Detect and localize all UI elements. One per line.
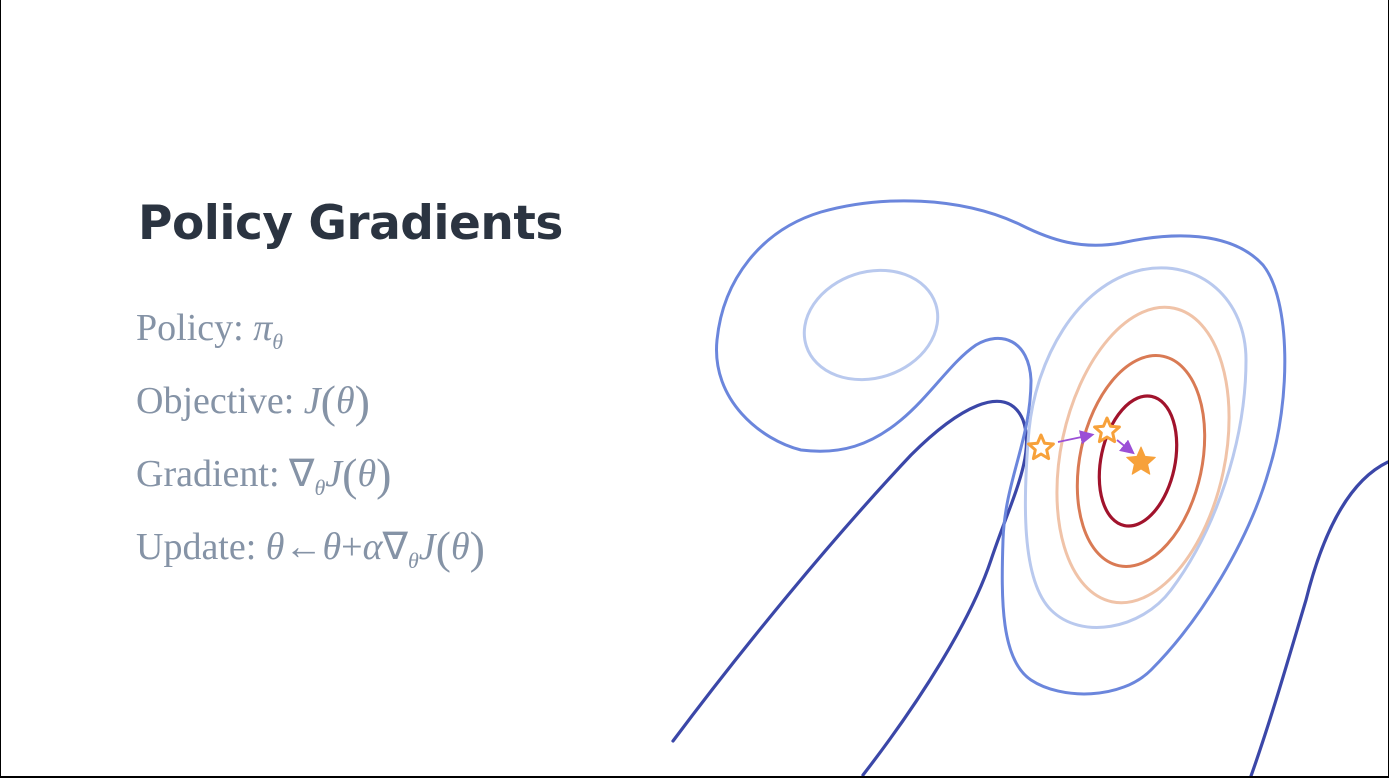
- contour-dark-left: [671, 399, 1029, 776]
- objective-equation: Objective: J(θ): [136, 376, 370, 427]
- update-arrow: ←: [284, 526, 323, 568]
- contour-blue-outer: [715, 199, 1287, 696]
- contour-orange-ring: [1075, 354, 1207, 568]
- gradient-subscript: θ: [314, 475, 326, 500]
- policy-subscript: θ: [272, 329, 284, 354]
- gradient-nabla: ∇: [289, 453, 315, 495]
- contour-dark-right: [1249, 460, 1388, 776]
- contour-peach-ring: [1055, 305, 1231, 605]
- objective-argument: θ: [335, 380, 355, 422]
- update-nabla: ∇: [382, 526, 408, 568]
- contour-light-ring: [1023, 266, 1248, 629]
- optimum-star-icon: [1126, 446, 1156, 475]
- update-function: J: [418, 526, 436, 568]
- contour-light-island: [802, 268, 940, 382]
- update-alpha: α: [362, 526, 383, 568]
- slide-title: Policy Gradients: [138, 196, 563, 251]
- step-star-icon: [1093, 416, 1121, 444]
- objective-label: Objective:: [136, 380, 295, 422]
- contour-red-ring: [1097, 394, 1179, 528]
- step-arrow-1: [1057, 430, 1095, 445]
- gradient-label: Gradient:: [136, 453, 280, 495]
- update-plus: +: [341, 526, 363, 568]
- policy-symbol: π: [253, 307, 273, 349]
- gradient-equation: Gradient: ∇θJ(θ): [136, 449, 392, 500]
- objective-function: J: [303, 380, 321, 422]
- update-subscript: θ: [407, 548, 419, 573]
- update-label: Update:: [136, 526, 257, 568]
- start-star-icon: [1027, 433, 1055, 461]
- update-argument: θ: [450, 526, 470, 568]
- update-theta: θ: [322, 526, 342, 568]
- update-lhs: θ: [265, 526, 285, 568]
- policy-equation: Policy: πθ: [136, 307, 283, 353]
- step-arrow-2: [1116, 439, 1135, 455]
- policy-label: Policy:: [136, 307, 244, 349]
- gradient-function: J: [325, 453, 343, 495]
- gradient-argument: θ: [357, 453, 377, 495]
- update-equation: Update: θ←θ+α∇θJ(θ): [136, 522, 485, 573]
